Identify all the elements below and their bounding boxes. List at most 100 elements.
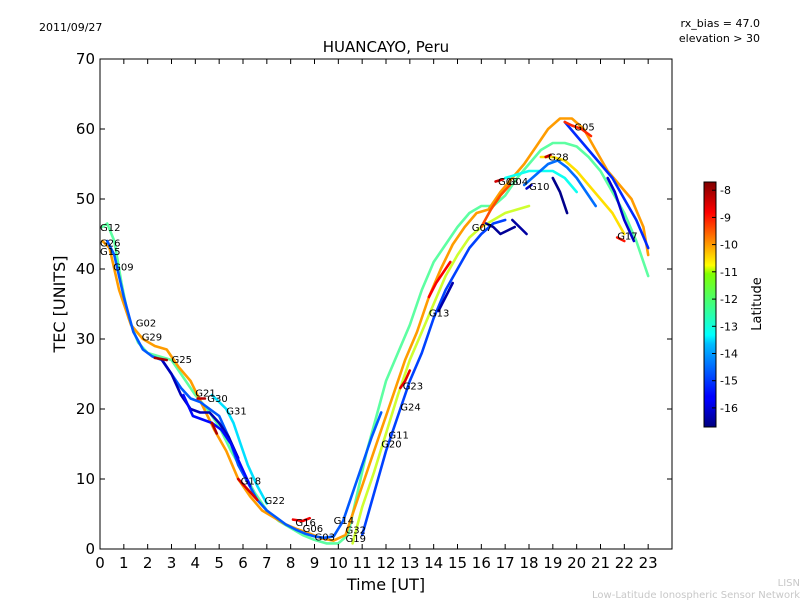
series-line-z [563,120,593,138]
sat-label-g15: G15 [100,247,120,258]
x-tick-label: 11 [353,554,372,572]
colorbar-label: Latitude [750,277,765,331]
colorbar [703,181,717,428]
series-line-k [437,281,455,313]
colorbar-tick-label: -8 [720,184,731,197]
y-tick-label: 50 [76,190,95,208]
series-line-l [479,183,512,229]
series-line-e [182,393,252,488]
series-line-a [101,141,650,545]
x-tick-label: 1 [119,554,129,572]
series-line-c [105,239,383,540]
x-tick-label: 12 [376,554,395,572]
sat-label-g29: G29 [142,332,162,343]
y-tick-label: 40 [76,260,95,278]
y-tick-label: 30 [76,330,95,348]
y-tick-label: 60 [76,120,95,138]
elevation-label: elevation > 30 [679,32,760,45]
colorbar-tick-label: -15 [720,375,738,388]
x-tick-label: 2 [143,554,153,572]
sat-label-g09: G09 [113,262,133,273]
series-line-ac [615,236,626,243]
x-tick-label: 19 [543,554,562,572]
sat-label-g20: G20 [381,440,401,451]
chart-title: HUANCAYO, Peru [323,38,449,56]
sat-label-g25: G25 [172,355,192,366]
sat-label-g14: G14 [334,516,354,527]
x-tick-label: 22 [615,554,634,572]
y-tick-label: 0 [85,540,95,558]
series-line-d [160,358,240,460]
sat-label-g17: G17 [617,232,637,243]
sat-label-g22: G22 [265,496,285,507]
series-line-j [427,260,452,299]
x-tick-label: 16 [472,554,491,572]
series-line-t [551,176,569,215]
x-tick-label: 10 [329,554,348,572]
sat-label-g08: G08 [498,177,518,188]
x-tick-label: 23 [639,554,658,572]
series-line-s [510,218,528,236]
sat-label-g12: G12 [100,223,120,234]
x-tick-label: 20 [567,554,586,572]
x-tick-label: 0 [95,554,105,572]
sat-label-g21: G21 [195,388,215,399]
colorbar-tick-label: -9 [720,211,731,224]
sat-label-g02: G02 [136,318,156,329]
date-label: 2011/09/27 [39,21,102,34]
y-tick-label: 10 [76,470,95,488]
sat-label-g32: G32 [346,526,366,537]
x-tick-label: 8 [286,554,296,572]
series-line-x [236,477,259,502]
colorbar-tick-label: -11 [720,266,738,279]
x-tick-label: 9 [310,554,320,572]
series-line-p [539,155,626,236]
y-axis-label: TEC [UNITS] [50,256,69,354]
sat-label-g13: G13 [429,309,449,320]
series-line-ab [494,178,505,183]
sat-label-g11: G11 [388,430,408,441]
series-line-q [563,120,650,250]
plot-frame [99,58,673,550]
x-tick-label: 3 [167,554,177,572]
colorbar-tick-label: -14 [720,348,738,361]
sat-label-g18: G18 [241,477,261,488]
sat-label-g26: G26 [100,239,120,250]
rx-bias-label: rx_bias = 47.0 [681,17,760,30]
plot-area: 0 1 2 3 4 5 6 7 8 9 10 11 12 13 14 15 16 17 18 19 20 21 22 2301… [76,50,673,572]
series-line-r [606,176,636,243]
tick-layer: 0 1 2 3 4 5 6 7 8 9 10 11 12 13 14 15 16 17 18 19 20 21 22 2301… [76,50,672,572]
colorbar-tick-label: -10 [720,239,738,252]
sat-label-g06: G06 [303,524,323,535]
x-tick-label: 13 [400,554,419,572]
series-line-y [291,516,312,523]
footer-line1: LISN [778,578,800,589]
sat-label-layer: G12G26G15G09G02G29G25G21G30G31G18G22G16G… [100,122,638,545]
series-line-aa [544,153,552,159]
series-line-ad [525,183,533,190]
x-tick-label: 15 [448,554,467,572]
x-axis-label: Time [UT] [346,575,425,594]
series-line-o [522,159,598,208]
sat-label-g19: G19 [346,534,366,545]
x-tick-label: 21 [591,554,610,572]
x-tick-label: 14 [424,554,443,572]
x-tick-label: 5 [214,554,224,572]
x-tick-label: 17 [496,554,515,572]
y-tick-label: 70 [76,50,95,68]
series-line-g [360,218,507,537]
series-line-b [101,117,650,542]
colorbar-tick-label: -13 [720,320,738,333]
series-line-i [398,369,412,390]
series-line-m [484,222,517,236]
sat-label-g05: G05 [574,122,594,133]
colorbar-ticks: -8 -9 -10 -11 -12 -13 -14 -15 -16 [712,184,738,415]
series-line-u [210,421,219,435]
sat-label-g16: G16 [295,518,315,529]
sat-label-g23: G23 [403,381,423,392]
sat-label-g24: G24 [400,402,420,413]
colorbar-tick-label: -16 [720,402,738,415]
series-line-h [351,204,531,545]
sat-label-g07: G07 [472,223,492,234]
